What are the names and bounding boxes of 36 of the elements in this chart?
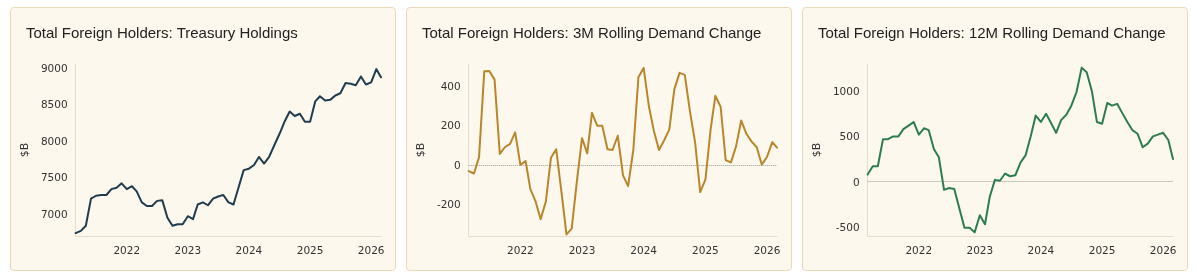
x-tick-label: 2022 bbox=[113, 243, 141, 256]
y-tick-label: 7500 bbox=[40, 171, 68, 184]
chart-title: Total Foreign Holders: 12M Rolling Demand Change bbox=[818, 24, 1166, 41]
chart-title: Total Foreign Holders: Treasury Holdings bbox=[26, 24, 298, 41]
line-series bbox=[467, 66, 778, 236]
y-tick-label: -500 bbox=[835, 220, 860, 233]
x-tick-label: 2023 bbox=[174, 243, 202, 256]
x-tick-label: 2025 bbox=[692, 243, 719, 256]
x-tick-label: 2026 bbox=[1149, 243, 1177, 256]
y-tick-label: 0 bbox=[852, 175, 860, 188]
x-tick-label: 2023 bbox=[966, 243, 994, 256]
y-tick-label: 500 bbox=[839, 130, 860, 143]
y-tick-label: 8500 bbox=[40, 98, 68, 111]
x-tick-label: 2024 bbox=[630, 243, 658, 256]
y-tick-label: 9000 bbox=[40, 61, 68, 74]
y-axis-title: $B bbox=[18, 142, 31, 158]
y-axis-title: $B bbox=[414, 142, 427, 158]
x-tick-label: 2026 bbox=[357, 243, 385, 256]
x-tick-label: 2026 bbox=[753, 243, 781, 256]
y-tick-label: 7000 bbox=[40, 208, 68, 221]
x-tick-label: 2022 bbox=[507, 243, 534, 256]
x-tick-label: 2025 bbox=[1088, 243, 1116, 256]
y-axis-title: $B bbox=[810, 142, 823, 158]
x-tick-label: 2022 bbox=[905, 243, 933, 256]
line-series bbox=[866, 66, 1174, 234]
y-tick-label: 8000 bbox=[40, 134, 68, 147]
chart-title: Total Foreign Holders: 3M Rolling Demand Change bbox=[422, 24, 762, 41]
y-tick-label: 1000 bbox=[832, 85, 860, 98]
x-tick-label: 2025 bbox=[296, 243, 324, 256]
x-tick-label: 2024 bbox=[1027, 243, 1055, 256]
x-tick-label: 2024 bbox=[235, 243, 263, 256]
y-tick-label: -200 bbox=[436, 198, 461, 211]
y-tick-label: 0 bbox=[454, 158, 461, 171]
y-tick-label: 200 bbox=[440, 119, 461, 132]
y-tick-label: 400 bbox=[440, 79, 461, 92]
x-tick-label: 2023 bbox=[568, 243, 596, 256]
